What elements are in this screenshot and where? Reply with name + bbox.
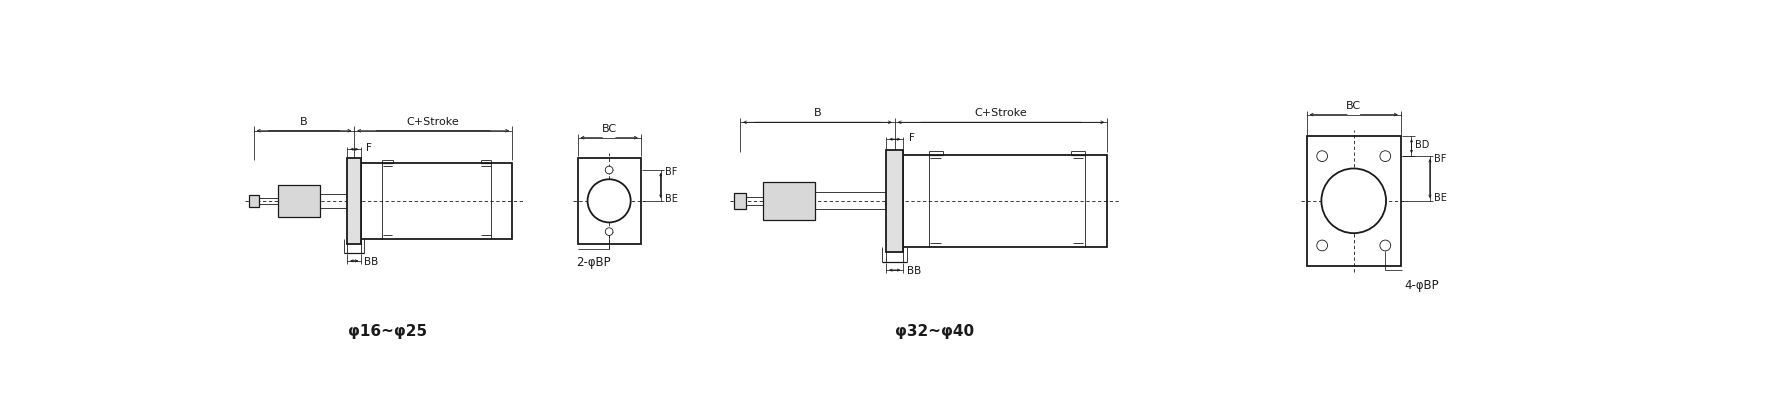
Text: BB: BB xyxy=(365,257,379,267)
Text: F: F xyxy=(908,133,915,143)
Text: F: F xyxy=(366,143,372,154)
Text: 2-φBP: 2-φBP xyxy=(575,256,611,269)
Circle shape xyxy=(1317,151,1328,162)
Circle shape xyxy=(605,166,612,174)
Text: BE: BE xyxy=(1434,193,1446,203)
Text: BF: BF xyxy=(1434,154,1446,164)
Bar xyxy=(361,163,512,239)
Text: 4-φBP: 4-φBP xyxy=(1405,279,1439,292)
Circle shape xyxy=(1381,151,1391,162)
Circle shape xyxy=(605,228,612,235)
Text: B: B xyxy=(814,108,821,118)
Text: BE: BE xyxy=(664,193,678,204)
Text: C+Stroke: C+Stroke xyxy=(975,108,1027,118)
Bar xyxy=(250,195,258,207)
Circle shape xyxy=(1317,240,1328,251)
Bar xyxy=(887,150,903,251)
Bar xyxy=(735,193,747,208)
Text: φ32~φ40: φ32~φ40 xyxy=(894,324,974,339)
Text: BD: BD xyxy=(1416,140,1430,150)
Circle shape xyxy=(1322,168,1386,233)
Circle shape xyxy=(588,179,630,222)
Text: BC: BC xyxy=(602,124,616,134)
Text: BF: BF xyxy=(664,167,676,177)
Text: BC: BC xyxy=(1347,101,1361,111)
Text: φ16~φ25: φ16~φ25 xyxy=(349,324,427,339)
Circle shape xyxy=(1381,240,1391,251)
Text: C+Stroke: C+Stroke xyxy=(407,117,460,127)
Bar xyxy=(903,155,1108,247)
Bar xyxy=(577,158,641,244)
Bar xyxy=(763,182,816,220)
Bar xyxy=(1306,136,1400,266)
Bar xyxy=(278,185,320,217)
Text: B: B xyxy=(301,117,308,127)
Bar xyxy=(347,158,361,244)
Text: BB: BB xyxy=(908,266,922,276)
